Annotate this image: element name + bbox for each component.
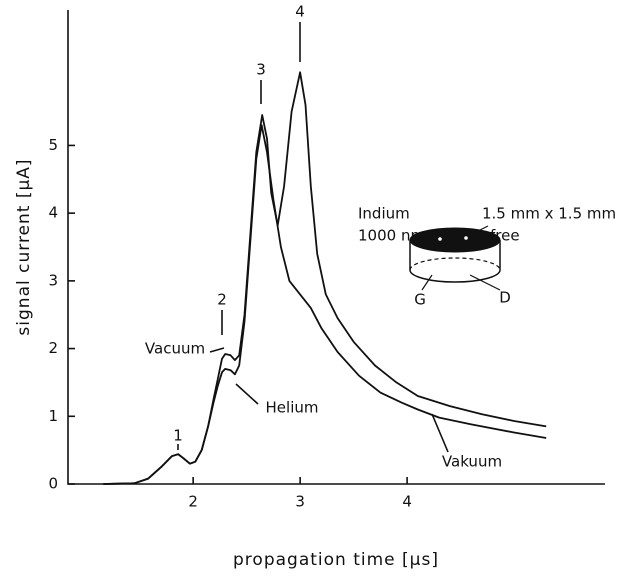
inset-label: Indium — [358, 205, 410, 223]
annotation: 1 — [173, 427, 183, 445]
x-tick-label: 3 — [295, 493, 305, 511]
y-tick-label: 5 — [48, 136, 58, 154]
x-tick-label: 2 — [188, 493, 198, 511]
annotation: Helium — [266, 399, 319, 417]
cylinder-back — [409, 257, 501, 271]
y-axis-label: signal current [µA] — [14, 158, 34, 335]
inset: Indium 1000 nm 1.5 mm x 1.5 mm free G D — [358, 205, 616, 309]
x-axis-label: propagation time [µs] — [233, 550, 439, 570]
cylinder-side — [409, 240, 501, 283]
annotation: 2 — [217, 291, 227, 309]
annotation-leader — [431, 413, 449, 453]
series-line — [103, 124, 547, 485]
indium-layer — [409, 227, 501, 253]
annotation: 3 — [256, 61, 266, 79]
contact — [438, 237, 442, 241]
inset-label: 1.5 mm x 1.5 mm — [482, 205, 616, 223]
annotation-leader — [235, 383, 259, 405]
annotation-leader — [209, 347, 225, 353]
y-tick-label: 1 — [48, 407, 58, 425]
annotation: Vacuum — [145, 340, 205, 358]
leader — [469, 274, 501, 291]
inset-label: G — [414, 291, 426, 309]
x-tick-label: 4 — [402, 493, 412, 511]
annotation: 4 — [295, 3, 305, 21]
inset-label: D — [499, 289, 511, 307]
inset-label: free — [490, 227, 520, 245]
leader — [421, 274, 433, 291]
axes — [67, 10, 605, 485]
inset-label: 1000 nm — [358, 227, 425, 245]
y-tick-label: 4 — [48, 204, 58, 222]
y-tick-label: 2 — [48, 339, 58, 357]
annotation: Vakuum — [442, 453, 502, 471]
y-tick-label: 0 — [48, 475, 58, 493]
y-tick-label: 3 — [48, 271, 58, 289]
contact — [464, 236, 468, 240]
leader — [477, 225, 489, 232]
series-line — [103, 71, 547, 485]
